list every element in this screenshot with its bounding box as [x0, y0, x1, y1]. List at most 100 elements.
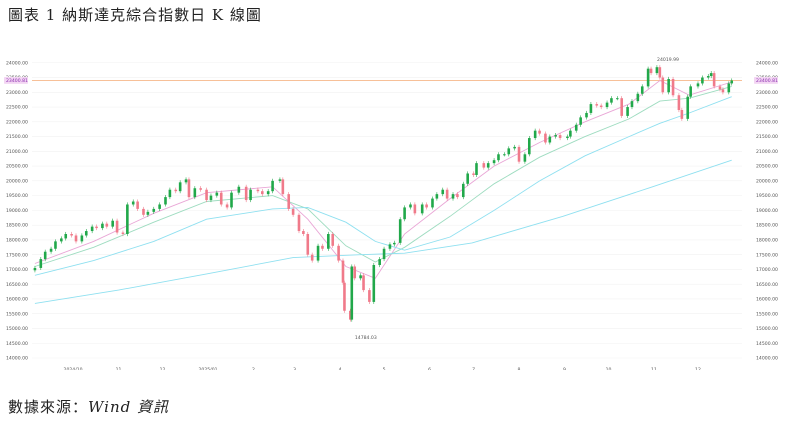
candle-body — [431, 198, 434, 208]
candle — [579, 115, 582, 127]
y-tick-label-right: 24000.00 — [756, 60, 778, 66]
candle — [362, 273, 365, 293]
candle-body — [712, 73, 716, 87]
candle-body — [696, 83, 700, 87]
price-label-text: 23400.81 — [6, 78, 28, 84]
candle-body — [616, 98, 619, 100]
candle-body — [548, 136, 552, 143]
y-tick-label-right: 18500.00 — [756, 223, 778, 229]
candle — [435, 192, 439, 201]
candle — [337, 243, 340, 263]
candle — [605, 100, 609, 110]
candle-body — [727, 83, 731, 93]
candle-body — [350, 266, 354, 320]
candle — [146, 209, 150, 217]
candle — [291, 206, 295, 217]
x-tick-label: 4 — [339, 367, 342, 370]
x-tick-label: 12 — [160, 367, 166, 370]
candle-body — [388, 244, 392, 249]
candle — [658, 65, 662, 80]
candle-body — [486, 163, 490, 168]
y-axis-right: 24000.0023500.0023000.0022500.0022000.00… — [756, 60, 778, 361]
candle — [60, 236, 63, 244]
candle — [219, 190, 223, 207]
x-tick-label: 5 — [383, 367, 386, 370]
candle — [321, 243, 324, 251]
y-axis-left: 24000.0023500.0023000.0022500.0022000.00… — [6, 60, 28, 361]
y-tick-label-left: 19000.00 — [6, 208, 28, 214]
x-tick-label: 2024/10 — [64, 367, 83, 370]
candle — [680, 107, 684, 121]
candle-body — [74, 235, 78, 242]
candle — [111, 218, 114, 229]
candle-body — [33, 267, 37, 271]
candle — [630, 99, 634, 110]
x-axis: 2024/10 11 12 2025/01 2 3 4 5 6 7 8 9 10 11 12 — [64, 367, 701, 370]
candle — [164, 195, 167, 207]
y-tick-label-left: 21000.00 — [6, 149, 28, 155]
candle-body — [544, 133, 547, 143]
price-label-bg — [754, 77, 778, 84]
candle — [655, 65, 659, 76]
candle-body — [492, 160, 496, 164]
candle — [349, 308, 352, 322]
candle — [33, 265, 37, 273]
y-tick-label-left: 24000.00 — [6, 60, 28, 66]
candle — [425, 202, 428, 210]
candle — [341, 258, 345, 285]
candle — [306, 231, 310, 257]
y-tick-label-right: 15500.00 — [756, 311, 778, 317]
candle — [727, 81, 731, 95]
candle — [388, 242, 392, 251]
candle-body — [451, 194, 455, 199]
candle — [261, 189, 264, 197]
candle-body — [225, 204, 229, 208]
y-tick-label-right: 20500.00 — [756, 164, 778, 170]
candle-body — [517, 146, 521, 162]
candle — [595, 102, 599, 108]
candle-body — [605, 102, 609, 108]
candle — [616, 96, 619, 101]
candle-body — [413, 204, 417, 214]
y-tick-label-left: 17500.00 — [6, 252, 28, 258]
candle — [620, 96, 624, 118]
candle-body — [661, 77, 665, 93]
ma-long-line — [34, 96, 732, 276]
y-tick-label-left: 14500.00 — [6, 341, 28, 347]
candle — [413, 202, 417, 216]
candle — [350, 264, 354, 322]
candle — [706, 73, 710, 80]
y-tick-label-right: 14000.00 — [756, 356, 778, 362]
candle-body — [199, 188, 202, 190]
candle — [382, 246, 386, 262]
candle — [441, 187, 445, 197]
candle — [310, 252, 314, 263]
candle — [677, 93, 681, 113]
candle — [64, 231, 68, 241]
candle — [80, 233, 84, 244]
candle-body — [43, 251, 47, 260]
candle — [331, 231, 335, 248]
price-label-bg — [4, 77, 28, 84]
candle-body — [193, 188, 197, 198]
candle-body — [168, 189, 172, 198]
candle-body — [331, 234, 335, 246]
y-tick-label-right: 17500.00 — [756, 252, 778, 258]
candle — [533, 128, 537, 141]
candle-body — [271, 180, 274, 192]
candle-body — [482, 163, 486, 168]
candle — [646, 66, 650, 89]
candle-body — [507, 148, 511, 155]
candle — [271, 178, 274, 194]
y-tick-label-left: 19500.00 — [6, 193, 28, 199]
y-tick-label-left: 15000.00 — [6, 326, 28, 332]
y-tick-label-left: 20500.00 — [6, 164, 28, 170]
x-tick-label: 11 — [651, 367, 657, 370]
current-price-label-right: 23400.81 — [754, 77, 778, 84]
y-tick-label-right: 22500.00 — [756, 105, 778, 111]
candle — [359, 273, 362, 281]
candle — [95, 224, 98, 231]
candle — [256, 187, 260, 194]
candle-body — [574, 124, 578, 131]
candle-body — [730, 80, 734, 84]
